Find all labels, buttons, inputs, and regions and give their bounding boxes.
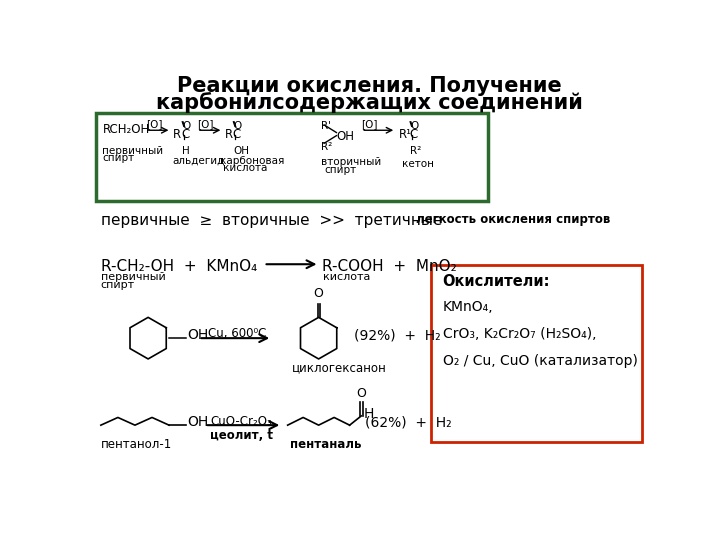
Bar bbox=[431, 265, 642, 442]
Text: R¹: R¹ bbox=[398, 128, 411, 141]
Text: цеолит, t: цеолит, t bbox=[210, 429, 273, 442]
Text: спирт: спирт bbox=[102, 153, 135, 163]
Text: OH: OH bbox=[233, 146, 249, 156]
Text: OH: OH bbox=[336, 130, 354, 143]
Text: альдегид: альдегид bbox=[172, 156, 225, 166]
Text: [O]: [O] bbox=[361, 119, 378, 129]
Text: C: C bbox=[233, 128, 241, 141]
Text: карбоновая: карбоновая bbox=[220, 156, 284, 166]
Text: OH: OH bbox=[187, 415, 208, 429]
Text: R: R bbox=[225, 128, 233, 141]
Bar bbox=[96, 112, 487, 201]
Text: KMnO₄,: KMnO₄, bbox=[443, 300, 493, 314]
Text: вторичный: вторичный bbox=[321, 157, 381, 167]
Text: [O]: [O] bbox=[145, 119, 162, 129]
Text: Cu, 600⁰C: Cu, 600⁰C bbox=[208, 327, 266, 340]
Text: O: O bbox=[410, 121, 418, 131]
Text: CuO-Cr₂O₃: CuO-Cr₂O₃ bbox=[210, 415, 272, 428]
Text: Реакции окисления. Получение: Реакции окисления. Получение bbox=[176, 76, 562, 96]
Text: первичный: первичный bbox=[102, 146, 163, 156]
Text: R-CH₂-OH  +  KMnO₄: R-CH₂-OH + KMnO₄ bbox=[101, 259, 257, 274]
Text: пентаналь: пентаналь bbox=[290, 438, 361, 451]
Text: кетон: кетон bbox=[402, 159, 434, 168]
Text: C: C bbox=[181, 128, 189, 141]
Text: R': R' bbox=[321, 121, 331, 131]
Text: первичный: первичный bbox=[101, 272, 166, 282]
Text: [O]: [O] bbox=[197, 119, 213, 129]
Text: O: O bbox=[356, 387, 366, 400]
Text: R²: R² bbox=[321, 142, 332, 152]
Text: кислота: кислота bbox=[223, 164, 268, 173]
Text: R: R bbox=[173, 128, 181, 141]
Text: спирт: спирт bbox=[324, 165, 356, 175]
Text: Окислители:: Окислители: bbox=[443, 274, 550, 289]
Text: первичные  ≥  вторичные  >>  третичные: первичные ≥ вторичные >> третичные bbox=[101, 213, 442, 228]
Text: кислота: кислота bbox=[323, 272, 370, 282]
Text: H: H bbox=[364, 407, 374, 421]
Text: карбонилсодержащих соединений: карбонилсодержащих соединений bbox=[156, 92, 582, 113]
Text: (92%)  +  H₂: (92%) + H₂ bbox=[354, 328, 440, 342]
Text: O: O bbox=[182, 121, 191, 131]
Text: спирт: спирт bbox=[101, 280, 135, 291]
Text: OH: OH bbox=[187, 328, 208, 342]
Text: O: O bbox=[233, 121, 242, 131]
Text: C: C bbox=[409, 128, 418, 141]
Text: циклогексанон: циклогексанон bbox=[292, 361, 386, 374]
Text: легкость окисления спиртов: легкость окисления спиртов bbox=[415, 213, 610, 226]
Text: пентанол-1: пентанол-1 bbox=[101, 438, 172, 451]
Text: O: O bbox=[314, 287, 323, 300]
Text: R²: R² bbox=[410, 146, 421, 156]
Text: CrO₃, K₂Cr₂O₇ (H₂SO₄),: CrO₃, K₂Cr₂O₇ (H₂SO₄), bbox=[443, 327, 596, 341]
Text: R-COOH  +  MnO₂: R-COOH + MnO₂ bbox=[323, 259, 457, 274]
Text: (62%)  +  H₂: (62%) + H₂ bbox=[365, 415, 451, 429]
Text: H: H bbox=[182, 146, 190, 156]
Text: O₂ / Cu, CuO (катализатор): O₂ / Cu, CuO (катализатор) bbox=[443, 354, 637, 368]
Text: RCH₂OH: RCH₂OH bbox=[102, 123, 150, 136]
